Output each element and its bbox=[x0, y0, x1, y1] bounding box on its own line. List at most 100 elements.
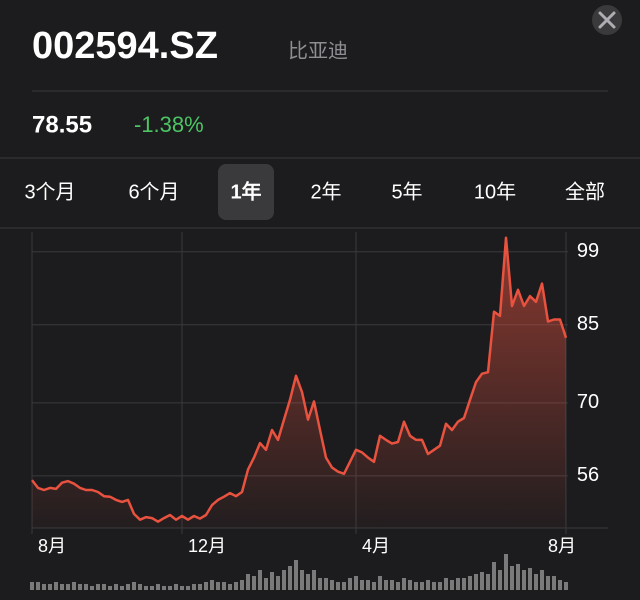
volume-bar bbox=[60, 584, 64, 590]
volume-bar bbox=[396, 582, 400, 590]
volume-bar bbox=[372, 582, 376, 590]
volume-bar bbox=[72, 582, 76, 590]
volume-bar bbox=[150, 586, 154, 590]
volume-bar bbox=[246, 574, 250, 590]
volume-bar bbox=[294, 560, 298, 590]
volume-bar bbox=[216, 582, 220, 590]
volume-bar bbox=[204, 582, 208, 590]
volume-bar bbox=[408, 580, 412, 590]
tab[interactable]: 6个月 bbox=[128, 180, 179, 203]
volume-bar bbox=[108, 586, 112, 590]
volume-bar bbox=[234, 582, 238, 590]
volume-bar bbox=[306, 574, 310, 590]
volume-bar bbox=[180, 586, 184, 590]
volume-bar bbox=[132, 582, 136, 590]
tab-label[interactable]: 1年 bbox=[230, 179, 261, 203]
volume-bar bbox=[324, 578, 328, 590]
volume-bar bbox=[528, 568, 532, 590]
volume-bar bbox=[426, 580, 430, 590]
tab-label[interactable]: 5年 bbox=[391, 180, 422, 203]
price-area bbox=[32, 237, 566, 528]
volume-bar bbox=[474, 574, 478, 590]
y-tick-label: 56 bbox=[577, 464, 599, 486]
tab-label[interactable]: 2年 bbox=[310, 180, 341, 203]
tab[interactable]: 2年 bbox=[310, 180, 341, 203]
symbol: 002594.SZ bbox=[32, 25, 218, 67]
price: 78.55 bbox=[32, 111, 92, 138]
tab[interactable]: 5年 bbox=[391, 180, 422, 203]
volume-bar bbox=[378, 576, 382, 590]
volume-bar bbox=[348, 578, 352, 590]
change: -1.38% bbox=[134, 112, 204, 137]
volume-bar bbox=[210, 580, 214, 590]
volume-bar bbox=[270, 572, 274, 590]
close-icon[interactable] bbox=[598, 11, 616, 29]
volume-bar bbox=[510, 566, 514, 590]
volume-bar bbox=[276, 576, 280, 590]
volume-bar bbox=[480, 572, 484, 590]
volume-bar bbox=[462, 578, 466, 590]
volume-bar bbox=[42, 584, 46, 590]
volume-bar bbox=[504, 554, 508, 590]
x-tick-label: 8月 bbox=[38, 536, 66, 556]
tab-label[interactable]: 3个月 bbox=[24, 180, 75, 203]
volume-bar bbox=[336, 582, 340, 590]
tab[interactable]: 10年 bbox=[474, 180, 516, 203]
volume-bar bbox=[540, 570, 544, 590]
volume-bar bbox=[168, 586, 172, 590]
tab-selected-bg[interactable] bbox=[218, 164, 274, 220]
volume-bar bbox=[456, 578, 460, 590]
volume-bar bbox=[156, 584, 160, 590]
volume-bar bbox=[198, 584, 202, 590]
volume-bar bbox=[516, 564, 520, 590]
volume-bar bbox=[438, 582, 442, 590]
volume-bar bbox=[78, 584, 82, 590]
volume-bar bbox=[54, 582, 58, 590]
volume-bar bbox=[222, 582, 226, 590]
volume-bar bbox=[66, 584, 70, 590]
volume-bar bbox=[138, 584, 142, 590]
volume-bar bbox=[402, 578, 406, 590]
volume-bar bbox=[90, 586, 94, 590]
volume-bar bbox=[114, 584, 118, 590]
tab-label[interactable]: 全部 bbox=[565, 180, 605, 203]
volume-bar bbox=[186, 586, 190, 590]
tab-label[interactable]: 10年 bbox=[474, 180, 516, 203]
x-tick-label: 12月 bbox=[188, 536, 226, 556]
tab[interactable]: 全部 bbox=[565, 180, 605, 203]
tab[interactable]: 1年 bbox=[218, 164, 274, 220]
volume-bar bbox=[120, 586, 124, 590]
volume-bar bbox=[330, 580, 334, 590]
volume-bar bbox=[228, 584, 232, 590]
volume-bar bbox=[258, 570, 262, 590]
volume-bar bbox=[360, 580, 364, 590]
volume-bar bbox=[486, 574, 490, 590]
y-tick-label: 99 bbox=[577, 240, 599, 262]
volume-bar bbox=[282, 570, 286, 590]
volume-bar bbox=[342, 582, 346, 590]
volume-bar bbox=[96, 584, 100, 590]
volume-bar bbox=[414, 582, 418, 590]
volume-bar bbox=[564, 582, 568, 590]
volume-bar bbox=[432, 582, 436, 590]
volume-bar bbox=[420, 582, 424, 590]
volume-bar bbox=[522, 570, 526, 590]
volume-bar bbox=[144, 586, 148, 590]
x-tick-label: 8月 bbox=[548, 536, 576, 556]
volume-bar bbox=[384, 580, 388, 590]
volume-bar bbox=[48, 584, 52, 590]
volume-bar bbox=[252, 576, 256, 590]
price-line bbox=[31, 236, 568, 523]
volume-bar bbox=[102, 584, 106, 590]
volume-bar bbox=[366, 580, 370, 590]
y-tick-label: 70 bbox=[577, 391, 599, 413]
volume-bar bbox=[264, 578, 268, 590]
volume-bar bbox=[126, 584, 130, 590]
volume-bar bbox=[288, 566, 292, 590]
tab-label[interactable]: 6个月 bbox=[128, 180, 179, 203]
tab[interactable]: 3个月 bbox=[24, 180, 75, 203]
volume-bar bbox=[240, 580, 244, 590]
close-button[interactable] bbox=[592, 5, 622, 35]
volume-bar bbox=[390, 580, 394, 590]
